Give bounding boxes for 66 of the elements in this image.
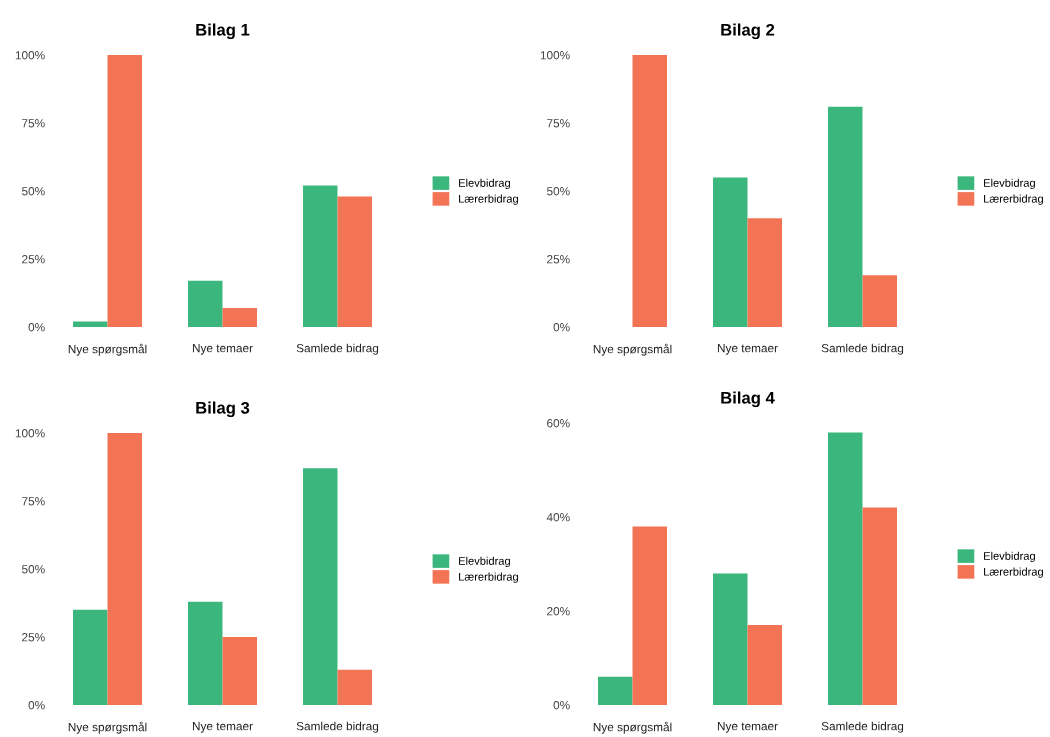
- legend-label: Lærerbidrag: [984, 567, 1043, 578]
- y-tick-label: 100%: [15, 51, 45, 60]
- y-tick-label: 50%: [546, 187, 570, 196]
- chart-title: Bilag 2: [721, 23, 775, 40]
- x-tick-label: Nye spørgsmål: [68, 343, 147, 356]
- bar: [337, 669, 372, 705]
- bar: [222, 307, 257, 327]
- chart-title: Bilag 4: [721, 391, 775, 408]
- bar: [303, 468, 338, 705]
- y-tick-label: 25%: [22, 633, 45, 642]
- bar: [73, 321, 108, 327]
- bar: [222, 637, 257, 705]
- bar: [713, 573, 748, 705]
- chart-title: Bilag 3: [196, 401, 250, 418]
- y-tick-label: 0%: [28, 323, 45, 332]
- bar: [862, 507, 897, 705]
- bar: [828, 432, 863, 705]
- x-tick-label: Samlede bidrag: [296, 343, 379, 355]
- y-tick-label: 75%: [22, 119, 45, 128]
- legend-label: Elevbidrag: [984, 551, 1035, 563]
- x-tick-label: Nye spørgsmål: [593, 721, 672, 734]
- x-tick-label: Samlede bidrag: [821, 721, 904, 733]
- x-tick-label: Nye temaer: [192, 722, 253, 733]
- bar: [632, 526, 667, 705]
- x-tick-label: Nye temaer: [192, 344, 253, 355]
- x-tick-label: Nye temaer: [717, 344, 778, 355]
- y-tick-label: 50%: [21, 565, 45, 574]
- legend-label: Elevbidrag: [459, 178, 510, 190]
- y-tick-label: 20%: [547, 607, 570, 616]
- y-tick-label: 0%: [28, 701, 45, 710]
- bar: [713, 177, 748, 327]
- x-tick-label: Nye temaer: [717, 722, 778, 733]
- y-tick-label: 75%: [547, 119, 570, 128]
- bar: [632, 55, 667, 327]
- x-tick-label: Nye spørgsmål: [593, 343, 672, 356]
- y-tick-label: 40%: [546, 513, 570, 522]
- bar: [747, 625, 782, 705]
- legend-label: Elevbidrag: [459, 556, 510, 568]
- y-tick-label: 100%: [15, 429, 45, 438]
- x-tick-label: Samlede bidrag: [821, 343, 904, 355]
- y-tick-label: 100%: [540, 51, 570, 60]
- bar: [747, 218, 782, 327]
- y-tick-label: 75%: [22, 497, 45, 506]
- x-tick-label: Samlede bidrag: [296, 721, 379, 733]
- y-tick-label: 0%: [553, 323, 570, 332]
- y-tick-label: 25%: [547, 255, 570, 264]
- bar: [188, 601, 223, 705]
- x-tick-label: Nye spørgsmål: [68, 721, 147, 734]
- legend-label: Lærerbidrag: [459, 572, 518, 583]
- legend-label: Lærerbidrag: [459, 194, 518, 205]
- y-tick-label: 25%: [22, 255, 45, 264]
- y-tick-label: 50%: [21, 187, 45, 196]
- y-tick-label: 0%: [553, 701, 570, 710]
- legend-label: Elevbidrag: [984, 178, 1035, 190]
- legend-label: Lærerbidrag: [984, 194, 1043, 205]
- bar: [862, 275, 897, 327]
- bar: [188, 280, 223, 327]
- bar: [828, 106, 863, 327]
- chart-title: Bilag 1: [196, 23, 250, 40]
- bar: [107, 55, 142, 327]
- bar: [598, 676, 633, 705]
- bar: [337, 196, 372, 327]
- bar: [303, 185, 338, 327]
- y-tick-label: 60%: [547, 419, 570, 428]
- bar: [73, 609, 108, 705]
- bar: [107, 433, 142, 705]
